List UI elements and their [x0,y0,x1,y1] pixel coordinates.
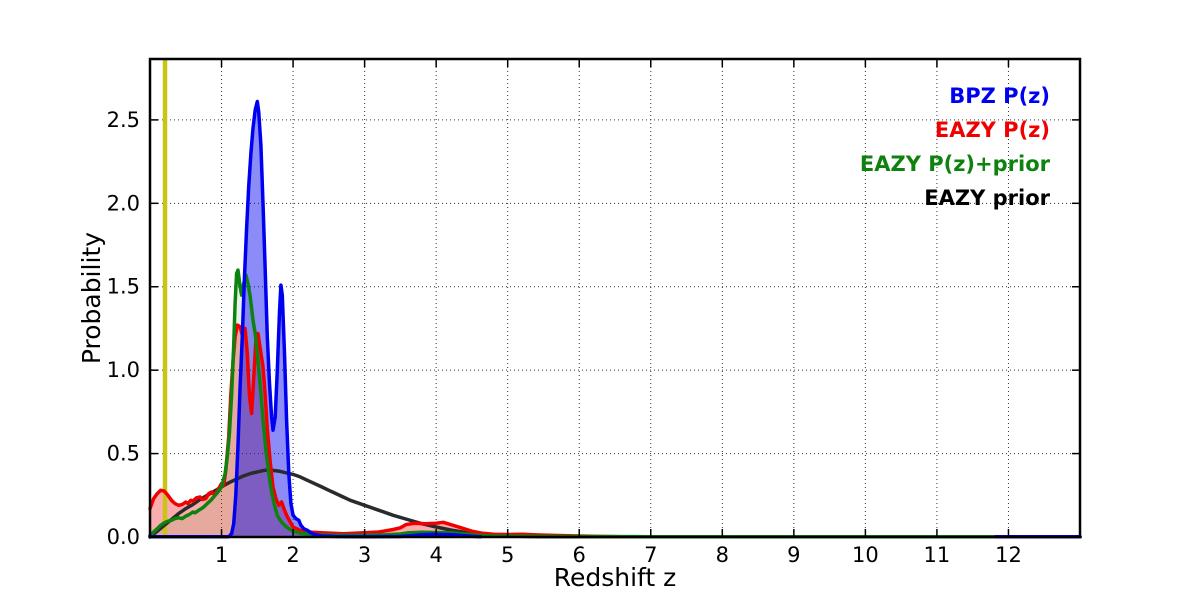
legend-entry-eazy-prior: EAZY prior [924,186,1050,210]
x-tick-label: 8 [716,543,729,567]
x-tick-label: 1 [215,543,228,567]
curve-bpz-p-z- [148,99,483,539]
y-tick-label: 2.0 [107,191,140,215]
plot-frame [148,57,1082,539]
x-tick-label: 2 [286,543,299,567]
y-axis-label-wrap: Probability [74,59,108,537]
x-tick-label: 12 [995,543,1022,567]
x-tick-label: 6 [573,543,586,567]
x-tick-label: 5 [501,543,514,567]
y-tick-label: 0.5 [107,442,140,466]
x-tick-label: 9 [787,543,800,567]
fill-bpz-p-z- [150,101,481,537]
x-tick-label: 4 [429,543,442,567]
curve-eazy-p-z- [148,323,1082,539]
x-axis-label: Redshift z [553,563,677,592]
y-tick-label: 2.5 [107,108,140,132]
y-tick-label: 1.5 [107,275,140,299]
y-tick-label: 1.0 [107,358,140,382]
legend-entry-eazy-pz-prior: EAZY P(z)+prior [859,152,1050,176]
x-tick-label: 10 [852,543,879,567]
legend-entry-bpz: BPZ P(z) [949,84,1050,108]
y-axis-label: Probability [76,231,106,365]
x-tick-label: 3 [358,543,371,567]
legend: BPZ P(z) EAZY P(z) EAZY P(z)+prior EAZY … [860,79,1050,215]
curve-eazy-p-z-prior [148,268,1082,539]
y-tick-label: 0.0 [107,525,140,549]
legend-entry-eazy-pz: EAZY P(z) [934,118,1050,142]
x-tick-label: 11 [924,543,951,567]
x-tick-label: 7 [644,543,657,567]
